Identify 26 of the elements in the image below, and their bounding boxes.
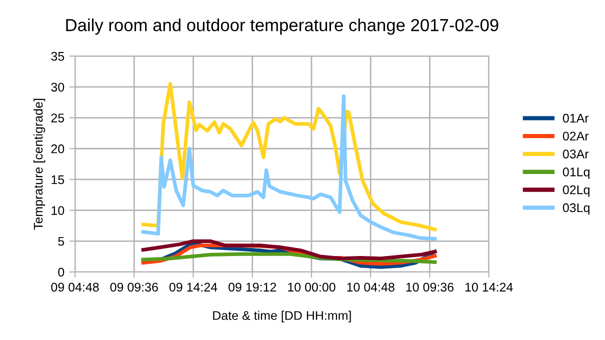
y-tick-label: 5 — [58, 237, 64, 246]
x-tick-label: 09 14:24 — [169, 282, 218, 292]
x-axis-title: Date & time [DD HH:mm] — [213, 310, 351, 322]
y-tick-label: 0 — [58, 268, 64, 277]
x-tick-label: 09 19:12 — [228, 282, 276, 292]
legend-label: 01Lq — [562, 168, 590, 179]
x-tick-label: 10 00:00 — [288, 282, 336, 292]
y-axis-title: Temprature [centigrade] — [33, 98, 46, 230]
y-tick-label: 20 — [51, 144, 64, 154]
legend-label: 02Lq — [562, 185, 590, 197]
x-tick-label: 09 09:36 — [110, 282, 158, 292]
line-series — [141, 239, 437, 260]
chart-title: Daily room and outdoor temperature change 2017-02-09 — [66, 18, 498, 35]
y-tick-label: 25 — [51, 114, 64, 122]
legend-label: 01Ar — [562, 114, 589, 123]
x-tick-label: 09 04:48 — [51, 282, 99, 292]
legend-label: 03Ar — [562, 150, 589, 158]
y-tick-label: 10 — [52, 206, 64, 215]
x-tick-label: 10 14:24 — [465, 282, 513, 292]
x-tick-label: 10 09:36 — [406, 282, 454, 292]
y-tick-label: 35 — [51, 52, 64, 61]
legend-label: 02Ar — [562, 132, 589, 141]
y-tick-label: 15 — [52, 175, 64, 184]
legend-label: 03Lq — [562, 203, 590, 215]
y-tick-label: 30 — [51, 82, 64, 92]
x-tick-label: 10 04:48 — [347, 282, 394, 292]
